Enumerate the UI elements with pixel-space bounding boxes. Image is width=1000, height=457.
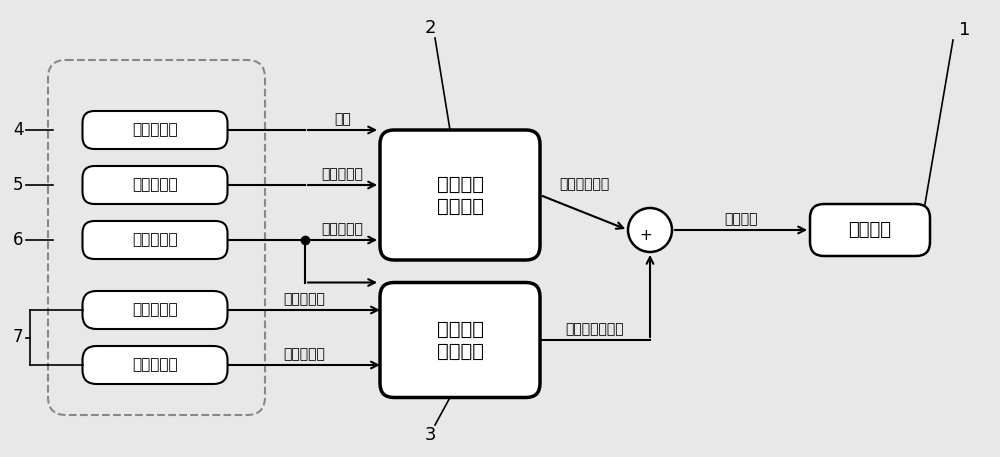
Text: 转矩、转速: 转矩、转速 bbox=[283, 347, 325, 361]
Circle shape bbox=[628, 208, 672, 252]
Text: 车速: 车速 bbox=[334, 112, 351, 126]
FancyBboxPatch shape bbox=[82, 346, 228, 384]
Text: 6: 6 bbox=[13, 231, 23, 249]
Text: 助力电机: 助力电机 bbox=[848, 221, 892, 239]
FancyBboxPatch shape bbox=[380, 130, 540, 260]
FancyBboxPatch shape bbox=[380, 282, 540, 398]
Text: +: + bbox=[640, 228, 652, 244]
Text: 7: 7 bbox=[13, 329, 23, 346]
FancyBboxPatch shape bbox=[82, 291, 228, 329]
FancyBboxPatch shape bbox=[82, 221, 228, 259]
Text: 车速传感器: 车速传感器 bbox=[132, 122, 178, 138]
Text: 力矩补偿
计算模块: 力矩补偿 计算模块 bbox=[436, 319, 484, 361]
Text: 方向盘转角: 方向盘转角 bbox=[322, 222, 363, 236]
Text: 转矩、转速: 转矩、转速 bbox=[283, 292, 325, 306]
Text: 助力力矩初值: 助力力矩初值 bbox=[559, 177, 609, 191]
Text: 助力力矩补偿值: 助力力矩补偿值 bbox=[566, 322, 624, 336]
FancyBboxPatch shape bbox=[810, 204, 930, 256]
Text: 力矩命令: 力矩命令 bbox=[724, 212, 758, 226]
Text: 5: 5 bbox=[13, 176, 23, 194]
FancyBboxPatch shape bbox=[82, 111, 228, 149]
Text: 1: 1 bbox=[959, 21, 971, 39]
FancyBboxPatch shape bbox=[82, 166, 228, 204]
Text: 方向盘力矩: 方向盘力矩 bbox=[322, 167, 363, 181]
Text: 扔矩传感器: 扔矩传感器 bbox=[132, 177, 178, 192]
Text: 左前轮电机: 左前轮电机 bbox=[132, 303, 178, 318]
Text: 电动助力
转向单元: 电动助力 转向单元 bbox=[436, 175, 484, 216]
Text: 左前轮电机: 左前轮电机 bbox=[132, 357, 178, 372]
Text: 3: 3 bbox=[424, 426, 436, 444]
Text: 4: 4 bbox=[13, 121, 23, 139]
Text: 2: 2 bbox=[424, 19, 436, 37]
Text: 转角传感器: 转角传感器 bbox=[132, 233, 178, 248]
